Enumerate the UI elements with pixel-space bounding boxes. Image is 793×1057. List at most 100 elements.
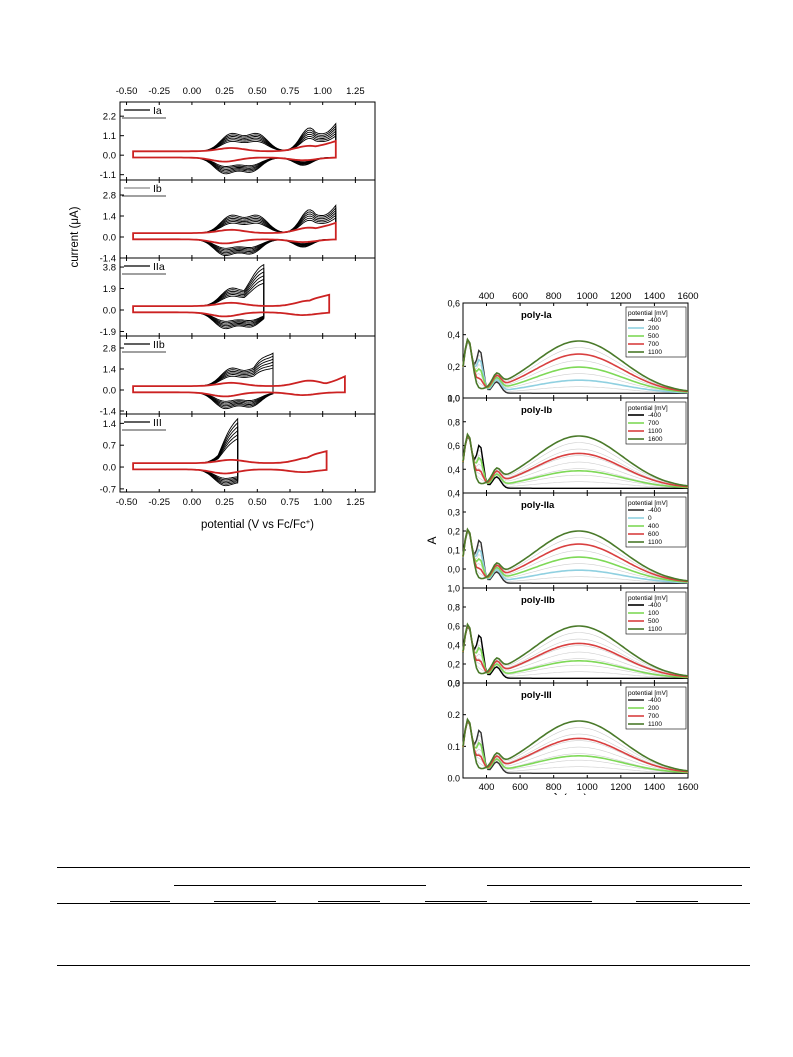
cv-trace-path [132,275,265,325]
uv-legend-label: -400 [648,317,661,324]
cv-figure: -0.50 -0.25 0.00 0.25 0.50 0.75 1.00 1.25 2.2 1.1… [69,86,376,531]
uv-y-axis-label: A [425,536,439,544]
cv-trace-path [132,425,239,484]
uv-y-tick-label: 1,0 [447,394,460,404]
cv-bottom-tick-label: -0.25 [148,497,170,508]
uv-legend-label: 700 [648,341,659,348]
table-subrule-6 [636,901,698,902]
uv-panel-title: poly-Ia [521,310,552,321]
uv-legend-box [625,306,687,358]
cv-bottom-tick-label: 0.75 [281,497,300,508]
cv-bottom-tick-label: -0.50 [116,497,138,508]
uv-spectrum-path [462,339,688,394]
uv-y-tick-label: 1,0 [447,584,460,594]
uv-spectrum-path [462,718,689,773]
uv-spectra [462,717,689,774]
cv-legend-label: III [153,417,162,429]
uv-legend-title: potential [mV] [628,405,668,412]
uv-y-tick-label: 0,2 [447,362,460,372]
cv-legend-label: IIb [153,339,165,351]
uv-legend-label: -400 [648,412,661,419]
uv-legend-label: 200 [648,325,659,332]
uv-spectrum-path [462,338,689,393]
uv-panel-title: poly-IIb [521,595,555,606]
cv-traces [132,417,328,487]
uv-spectrum-path [462,718,689,772]
uvvis-figure: 400 600 800 1000 1200 1400 16000,60,40,20,0pol… [425,291,699,795]
cv-y-tick-label: -1.4 [100,254,116,265]
uv-panel-frame [462,682,689,779]
uv-y-tick-label: 0.1 [447,742,460,752]
uv-y-tick-label: 0,0 [447,394,460,404]
uv-spectrum-path [462,433,689,489]
uv-legend-label: -400 [648,507,661,514]
uv-spectrum-path [462,717,689,772]
cv-trace-path [132,450,328,475]
uv-spectrum-path [462,433,689,487]
uv-spectrum-path [462,528,689,582]
cv-y-tick-label: -0.7 [100,484,116,495]
cv-bottom-tick-label: 0.25 [215,497,234,508]
uv-legend-label: 700 [648,713,659,720]
cv-y-tick-label: -1.1 [100,170,116,181]
uv-spectrum-path [462,719,688,774]
cv-y-tick-label: 0.7 [103,441,116,452]
uv-legend-box [625,496,687,548]
uv-spectra [462,337,689,394]
cv-y-tick-label: 0.0 [103,306,116,317]
cv-panel-frame [119,413,376,493]
cv-trace-path [132,139,337,163]
cv-y-tick-label: 0.0 [103,463,116,474]
uv-y-tick-label: 0.3 [447,679,460,689]
uv-legend-label: 1100 [648,539,662,546]
uv-y-tick-label: 0,8 [447,603,460,613]
uv-y-tick-label: 0,2 [447,660,460,670]
uv-spectrum-path [462,434,689,488]
cv-top-tick-label: 0.00 [183,86,202,97]
uv-spectrum-path [462,338,689,394]
cv-trace-path [132,355,274,408]
uv-y-tick-label: 0,4 [447,330,460,340]
uv-spectra [462,527,689,584]
uv-spectrum-path [462,528,689,584]
cv-trace-path [132,282,265,322]
cv-traces [132,263,331,330]
cv-top-tick-label: 1.25 [346,86,365,97]
uv-y-tick-label: 0,4 [447,465,460,475]
uv-top-tick-label: 800 [546,291,562,302]
table-group-rule-right [487,885,742,886]
uv-panel-title: poly-IIa [521,500,555,511]
uv-top-tick-label: 1000 [577,291,598,302]
uv-spectrum-path [462,433,689,488]
table-bottom-rule [57,965,750,966]
uv-bottom-tick-label: 600 [512,782,528,793]
uv-bottom-tick-label: 1600 [677,782,698,793]
cv-legend-label: Ia [153,105,162,117]
uv-y-tick-label: 0,0 [447,565,460,575]
cv-trace-path [132,293,331,318]
uv-y-tick-label: 0,6 [447,441,460,451]
uv-spectrum-path [462,719,689,773]
uv-legend-label: -400 [648,602,661,609]
uv-spectrum-path [462,623,689,677]
cv-top-tick-label: 0.50 [248,86,266,97]
uv-legend-label: 500 [648,333,659,340]
cv-y-tick-label: 1.4 [103,419,116,430]
cv-y-tick-label: 2.2 [103,112,116,123]
table-header-rule [57,903,750,904]
table-subrule-4 [425,901,487,902]
uv-spectrum-path [462,718,689,774]
uv-spectrum-path [462,623,689,679]
uv-legend-title: potential [mV] [628,690,668,697]
cv-top-tick-label: -0.50 [116,86,138,97]
cv-y-tick-label: 1.4 [103,212,116,223]
table-group-rule-left [174,885,426,886]
cv-y-tick-label: 3.8 [103,263,116,274]
uv-spectra [462,622,689,679]
uv-y-tick-label: 0,2 [447,527,460,537]
uv-y-tick-label: 0,4 [447,489,460,499]
cv-bottom-tick-label: 1.25 [346,497,365,508]
uv-top-tick-label: 600 [512,291,528,302]
uv-legend-label: 1100 [648,428,662,435]
uv-spectrum-path [462,337,689,392]
